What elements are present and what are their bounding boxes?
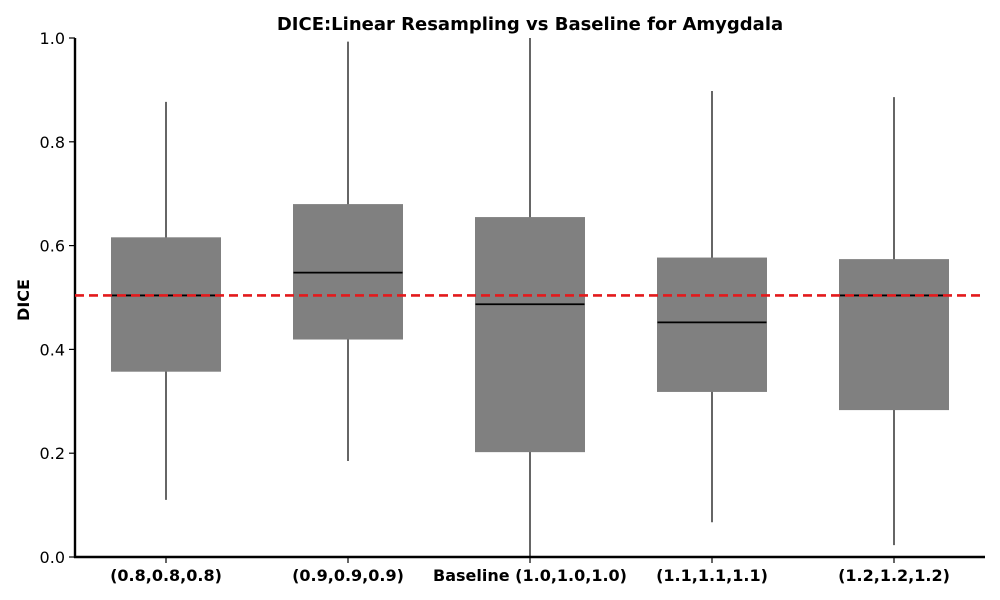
y-tick-label: 0.0 (40, 548, 65, 567)
iqr-box (839, 259, 949, 411)
iqr-box (657, 257, 767, 392)
iqr-box (111, 237, 221, 372)
box-group (111, 101, 221, 500)
box-layer (111, 38, 949, 557)
y-tick-label: 0.8 (40, 133, 65, 152)
box-group (293, 41, 403, 461)
y-tick-label: 1.0 (40, 29, 65, 48)
iqr-box (475, 217, 585, 453)
axis-layer: 0.0 0.2 0.4 0.6 0.8 1.0 (0.8,0.8,0.8) (0.9,0.9,… (40, 29, 985, 585)
y-tick-label: 0.2 (40, 444, 65, 463)
chart-title: DICE:Linear Resampling vs Baseline for A… (277, 14, 783, 35)
box-group (475, 38, 585, 557)
y-axis-label: DICE (14, 279, 33, 321)
x-tick-label: (0.8,0.8,0.8) (110, 566, 222, 585)
x-tick-label: (0.9,0.9,0.9) (292, 566, 404, 585)
x-tick-label: Baseline (1.0,1.0,1.0) (433, 566, 627, 585)
x-tick-label: (1.1,1.1,1.1) (656, 566, 768, 585)
y-tick-label: 0.6 (40, 237, 65, 256)
box-group (839, 97, 949, 546)
x-tick-label: (1.2,1.2,1.2) (838, 566, 950, 585)
box-group (657, 90, 767, 523)
y-tick-label: 0.4 (40, 340, 65, 359)
